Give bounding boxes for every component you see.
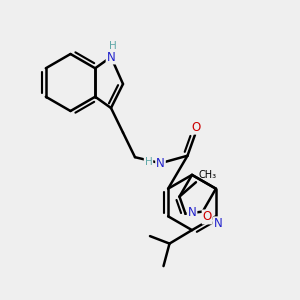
Text: N: N [214, 217, 223, 230]
Text: N: N [188, 206, 197, 219]
Text: O: O [192, 121, 201, 134]
Text: CH₃: CH₃ [198, 170, 217, 180]
Text: N: N [106, 50, 116, 64]
Text: H: H [145, 157, 152, 167]
Text: N: N [156, 157, 165, 170]
Text: O: O [202, 211, 212, 224]
Text: H: H [109, 40, 116, 51]
